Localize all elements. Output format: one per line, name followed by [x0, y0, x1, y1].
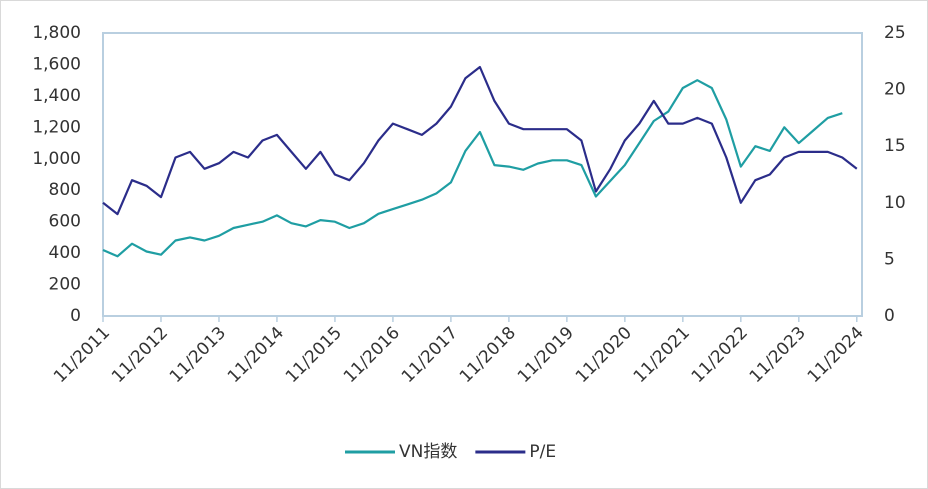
- y2-tick-label: 10: [884, 193, 906, 213]
- y-tick-label: 800: [49, 180, 81, 200]
- y2-tick-label: 15: [884, 136, 906, 156]
- y2-tick-label: 25: [884, 23, 906, 43]
- series-line: [102, 65, 858, 216]
- y2-tick-label: 5: [884, 249, 895, 269]
- y-tick-label: 0: [70, 306, 81, 326]
- y-tick-label: 1,800: [32, 23, 81, 43]
- y-tick-label: 1,200: [32, 117, 81, 137]
- series-line: [102, 79, 843, 258]
- legend-label: P/E: [529, 442, 556, 462]
- plot-border: [102, 32, 863, 317]
- y-tick-label: 200: [49, 275, 81, 295]
- y2-tick-label: 20: [884, 80, 906, 100]
- y-tick-label: 1,400: [32, 86, 81, 106]
- y-tick-label: 400: [49, 243, 81, 263]
- y2-tick-label: 0: [884, 306, 895, 326]
- y-tick-label: 1,000: [32, 149, 81, 169]
- y-tick-label: 600: [49, 212, 81, 232]
- y-tick-label: 1,600: [32, 54, 81, 74]
- legend-label: VN指数: [399, 442, 457, 462]
